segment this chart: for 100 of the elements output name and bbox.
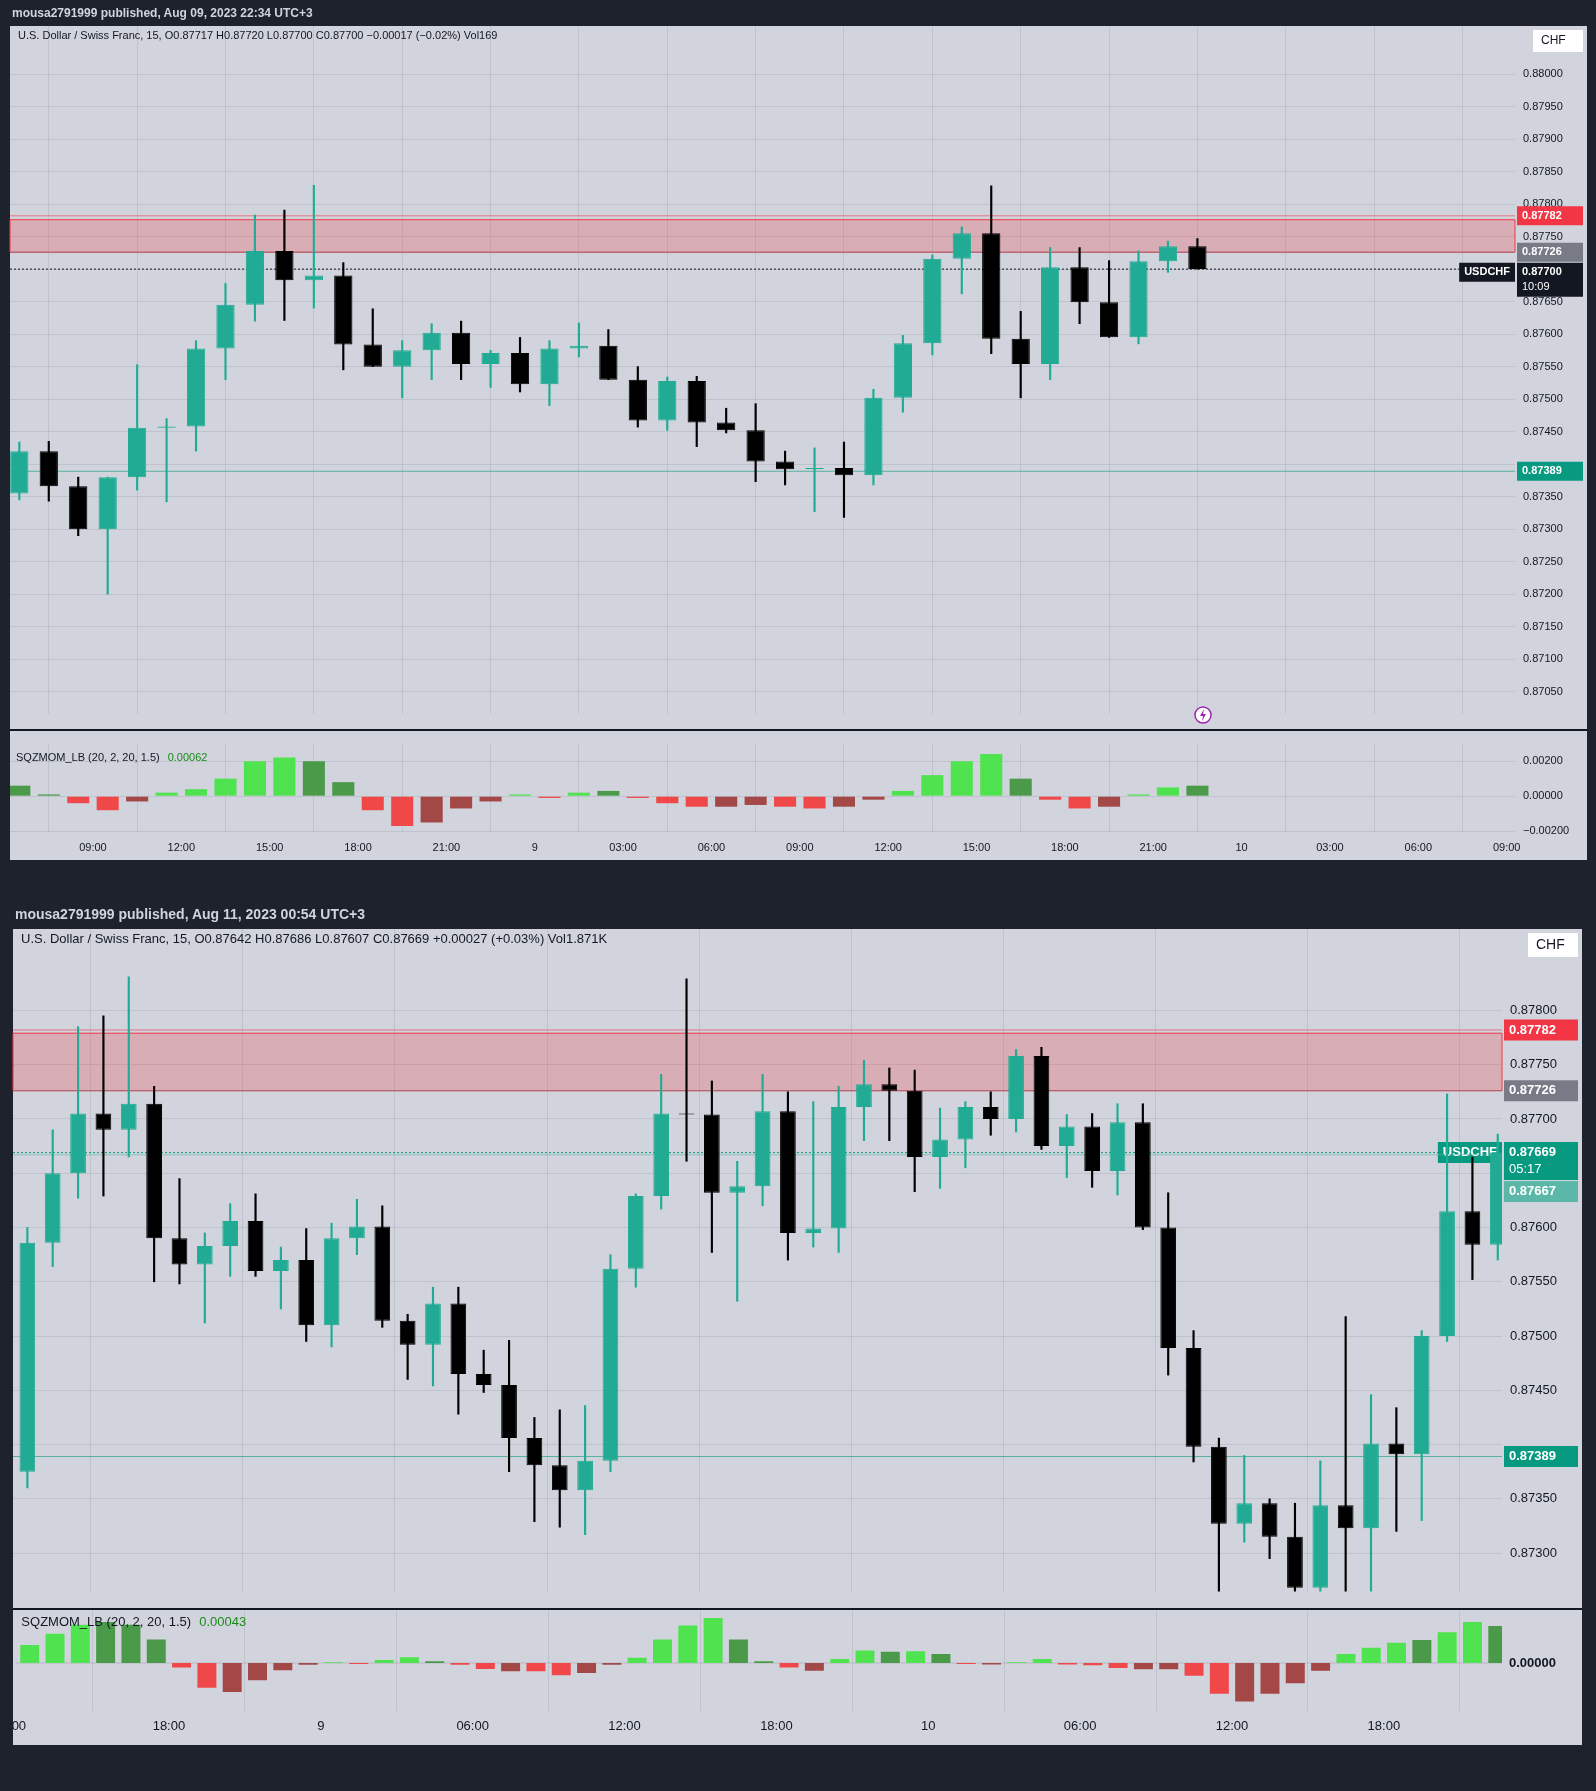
chart-title: mousa2791999 published, Aug 09, 2023 22:34 UTC+3 [12,6,314,21]
text: 10:09 [1522,280,1550,293]
bar [273,1663,293,1671]
bar [1285,1663,1305,1684]
y-tick-label: 0.87650 [1523,294,1563,307]
candlestick [729,1160,746,1302]
candlestick [275,209,294,321]
x-tick-label: 15:00 [962,840,991,853]
bar [20,1645,40,1664]
bar [1159,1663,1179,1670]
x-tick-label: 06:00 [1404,840,1433,853]
ref-line-label: 0.87667 [1509,1183,1556,1199]
text: CHF [1541,33,1566,48]
bar [214,778,237,796]
x-tick-label: 12:00 [167,840,196,853]
bar [1184,1663,1204,1676]
bar [931,1654,951,1664]
bar [1437,1632,1457,1664]
bar [1108,1663,1128,1669]
y-tick-label: 0.87050 [1523,684,1563,697]
y-tick-label: 0.87950 [1523,99,1563,112]
bar [774,796,797,807]
bar [1235,1663,1255,1702]
bar [1412,1640,1432,1664]
bar [685,796,708,807]
x-tick-label: 10 [921,1718,936,1734]
candlestick [1188,238,1207,270]
bar [744,796,767,805]
bar [855,1650,875,1664]
x-tick-label: 18:00 [1051,840,1079,853]
bar [475,1663,495,1669]
bar [980,754,1003,796]
y-tick-label: 0.87550 [1510,1273,1557,1289]
text: 05:17 [1509,1161,1542,1177]
bar [399,1657,419,1664]
y-tick-label: 0.87750 [1510,1056,1557,1072]
x-tick-label: 09:00 [1492,840,1521,853]
bar [1156,787,1179,796]
x-tick-label: 10 [1235,840,1248,853]
ref-line-label: 0.87782 [1509,1021,1556,1037]
bar [45,1633,65,1664]
y-tick-label: 0.87550 [1523,359,1563,372]
bar [67,796,90,804]
bar [803,796,826,809]
bar [1209,1663,1229,1694]
bar [361,796,384,811]
y-tick-label: 0.87500 [1523,392,1563,405]
bar [374,1659,394,1664]
bar [906,1651,926,1664]
chart-subtitle: U.S. Dollar / Swiss Franc, 15, O0.87717 H0.87720 L0.87700 C0.87700 −0.00017 (−0.02%) Vol169 [18,29,498,42]
y-tick-label: 0.87850 [1523,164,1563,177]
y-tick-label: 0.87300 [1510,1544,1557,1560]
x-tick-label: 12:00 [1215,1718,1249,1734]
y-tick-label: 0.87600 [1523,327,1563,340]
bar [391,796,414,826]
text: 0.00062 [167,750,208,763]
y-tick-label: −0.00200 [1523,824,1570,837]
bar [172,1663,192,1668]
y-tick-label: 0.00200 [1523,754,1563,767]
y-tick-label: 0.87300 [1523,522,1563,535]
bar [653,1639,672,1664]
ref-line-label: 0.87669 [1509,1144,1556,1160]
bar [10,785,31,796]
bar [146,1639,166,1664]
x-tick-label: 18:00 [760,1718,793,1734]
bar [450,796,473,809]
y-tick-label: 0.87450 [1523,424,1563,437]
bar [184,789,208,796]
x-tick-label: 9 [317,1718,325,1734]
bar [197,1663,217,1688]
ref-line-label: 0.87389 [1509,1448,1556,1464]
chart-subtitle: 0.00043 [199,1613,247,1629]
bar [832,796,856,807]
x-tick-label: 12:00 [874,840,902,853]
y-tick-label: 0.87150 [1523,619,1563,632]
bar [1186,785,1209,796]
annotation: USDCHF [1464,265,1511,278]
bar [830,1658,850,1664]
bar [921,775,944,796]
bar [1336,1654,1356,1664]
y-tick-label: 0.87100 [1523,652,1563,665]
x-tick-label: 9 [531,840,538,853]
bar [950,761,973,796]
x-tick-label: 09:00 [79,840,107,853]
x-tick-label: 18:00 [344,840,372,853]
bar [862,796,885,800]
y-tick-label: 0.87250 [1523,554,1563,567]
y-tick-label: 0.87600 [1510,1219,1557,1235]
bar [420,796,443,823]
y-tick-label: 0.87700 [1510,1110,1557,1126]
candlestick [746,403,765,483]
bar [1133,1663,1153,1670]
y-tick-label: 0.87450 [1510,1381,1557,1397]
candlestick [1070,247,1089,325]
x-tick-label: 06:00 [456,1718,489,1734]
bar [1260,1663,1280,1694]
chart-title: mousa2791999 published, Aug 11, 2023 00:54 UTC+3 [15,905,366,922]
bar [567,792,590,796]
ref-line-label: 0.87389 [1522,464,1562,477]
y-tick-label: 0.87500 [1510,1327,1557,1343]
